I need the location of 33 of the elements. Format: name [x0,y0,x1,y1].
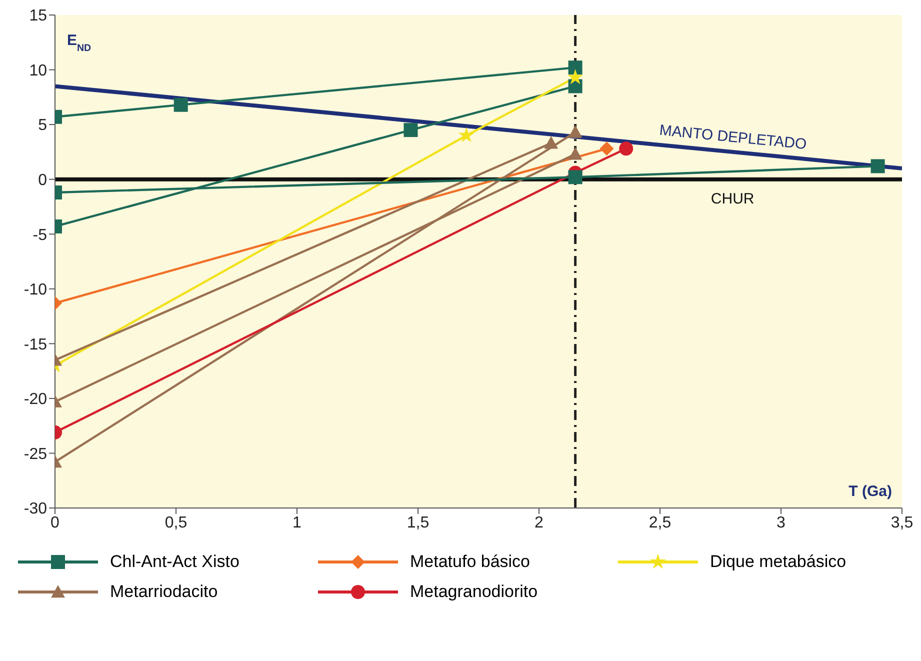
point [619,142,634,156]
legend-label: Dique metabásico [710,552,846,572]
y-tick-label: -15 [24,336,48,354]
x-tick-label: 1,5 [406,514,430,532]
legend-label: Metarriodacito [110,582,218,602]
point [568,60,582,75]
x-tick-label: 0 [50,514,60,532]
point [568,170,582,184]
y-tick-label: 10 [29,62,48,80]
y-axis-title: E$_{ND}$ [67,32,92,54]
point [567,69,584,84]
point [404,123,418,138]
y-tick-label: -5 [32,226,48,244]
x-axis-title: T (Ga) [848,483,892,500]
legend-label: Metagranodiorito [410,582,538,602]
y-tick-label: -30 [24,500,48,518]
y-tick-label: 0 [38,172,48,190]
x-tick-label: 1 [292,514,302,532]
y-tick-label: 15 [29,8,48,25]
series-label: CHUR [710,190,754,208]
x-tick-label: 3,5 [890,514,914,532]
y-tick-label: 5 [38,117,48,134]
legend-label: Metatufo básico [410,552,530,572]
x-tick-label: 2,5 [648,514,672,532]
y-tick-label: -20 [24,391,48,408]
legend-label: Chl-Ant-Act Xisto [110,552,240,572]
y-tick-label: -25 [24,446,48,463]
y-tick-label: -10 [24,282,48,299]
text: MANTO DEPLETADO [658,122,808,154]
point [458,127,474,142]
x-tick-label: 3 [776,514,786,532]
x-tick-label: 0,5 [164,514,188,532]
x-tick-label: 2 [534,514,544,532]
